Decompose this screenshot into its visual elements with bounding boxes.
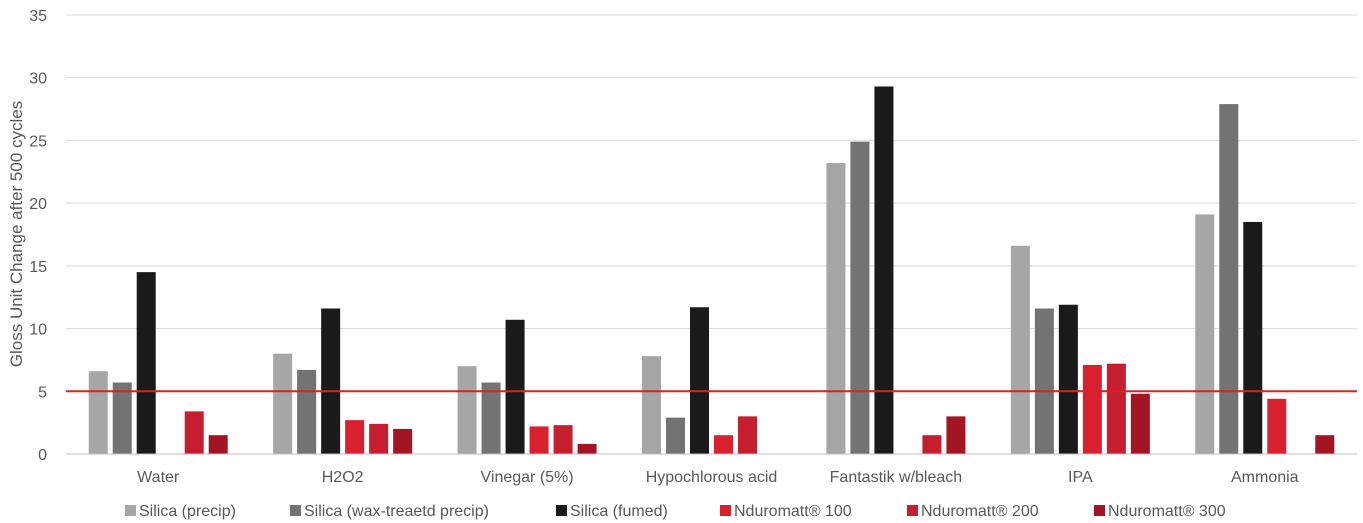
x-axis-categories: Water H2O2 Vinegar (5%) Hypochlorous acid Fa…	[137, 469, 1299, 486]
bar	[112, 382, 132, 454]
bar	[1315, 435, 1335, 454]
bar	[946, 416, 966, 454]
bar	[642, 356, 661, 454]
bar	[136, 272, 156, 454]
bar	[273, 353, 293, 454]
bar	[1267, 398, 1287, 454]
bar	[369, 423, 389, 454]
legend-label: Nduromatt® 200	[921, 503, 1039, 520]
bar	[1243, 221, 1263, 454]
category-label: Vinegar (5%)	[481, 469, 574, 486]
y-tick-label: 15	[29, 259, 47, 276]
bar	[1034, 308, 1054, 454]
bar	[481, 382, 501, 454]
bar	[1219, 104, 1239, 454]
y-tick-label: 30	[29, 71, 47, 88]
category-label: IPA	[1068, 469, 1093, 486]
legend-label: Silica (precip)	[139, 503, 236, 520]
legend-swatch	[125, 505, 136, 516]
legend: Silica (precip) Silica (wax-treaetd preci…	[125, 503, 1226, 520]
bar	[1106, 363, 1126, 454]
bar	[738, 416, 757, 454]
bar	[874, 86, 894, 454]
bar	[184, 411, 204, 454]
bar	[826, 163, 846, 454]
bar	[1195, 214, 1215, 454]
bar	[393, 428, 413, 454]
bar	[922, 435, 942, 454]
gridlines	[66, 14, 1357, 392]
legend-label: Silica (wax-treaetd precip)	[304, 503, 489, 520]
bar	[690, 307, 709, 454]
bars	[88, 86, 1335, 454]
bar	[208, 435, 228, 454]
y-tick-label: 10	[29, 322, 47, 339]
bar	[297, 369, 317, 454]
bar	[529, 426, 549, 454]
legend-label: Nduromatt® 300	[1108, 503, 1226, 520]
bar	[88, 371, 108, 454]
y-axis-title: Gloss Unit Change after 500 cycles	[7, 101, 26, 367]
y-tick-label: 20	[29, 196, 47, 213]
y-tick-label: 0	[38, 447, 47, 464]
legend-swatch	[290, 505, 301, 516]
bar	[505, 319, 525, 454]
bar	[1130, 393, 1150, 454]
legend-swatch	[720, 505, 731, 516]
bar	[1010, 245, 1030, 454]
y-tick-label: 5	[38, 384, 47, 401]
bar	[714, 435, 733, 454]
category-label: H2O2	[322, 469, 364, 486]
y-tick-label: 25	[29, 133, 47, 150]
bar	[345, 420, 365, 454]
bar	[321, 308, 341, 454]
legend-swatch	[556, 505, 567, 516]
category-label: Fantastik w/bleach	[830, 469, 963, 486]
category-label: Water	[137, 469, 180, 486]
legend-label: Silica (fumed)	[570, 503, 668, 520]
bar	[666, 417, 685, 454]
legend-label: Nduromatt® 100	[734, 503, 852, 520]
bar	[1058, 304, 1078, 454]
y-axis-ticks: 0 5 10 15 20 25 30 35	[29, 8, 47, 464]
legend-swatch	[1094, 505, 1105, 516]
bar	[553, 425, 573, 454]
category-label: Ammonia	[1231, 469, 1299, 486]
category-label: Hypochlorous acid	[646, 469, 778, 486]
bar	[1082, 364, 1102, 454]
bar	[850, 141, 870, 454]
legend-swatch	[907, 505, 918, 516]
bar	[577, 443, 597, 454]
y-tick-label: 35	[29, 8, 47, 25]
bar	[457, 366, 477, 454]
